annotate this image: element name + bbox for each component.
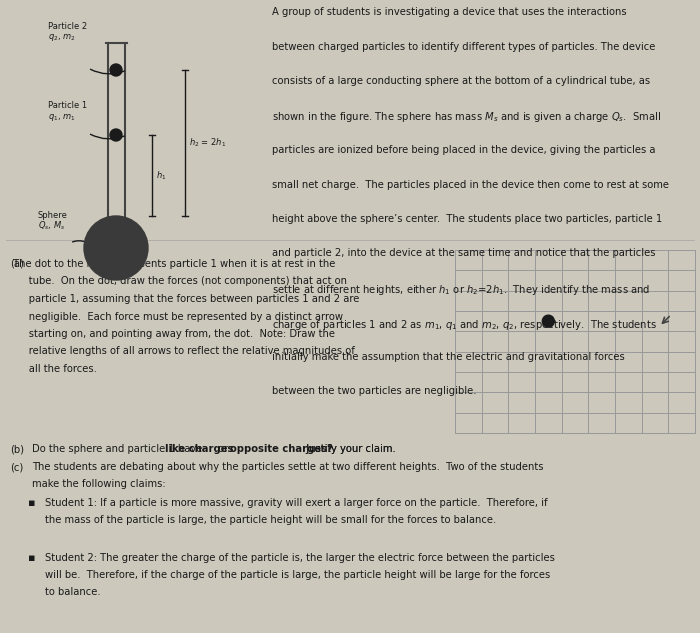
Text: Particle 2: Particle 2 bbox=[48, 22, 87, 31]
Circle shape bbox=[110, 64, 122, 76]
Text: Justify your claim.: Justify your claim. bbox=[300, 444, 396, 454]
Text: The students are debating about why the particles settle at two different height: The students are debating about why the … bbox=[32, 462, 543, 472]
Text: relative lengths of all arrows to reflect the relative magnitudes of: relative lengths of all arrows to reflec… bbox=[10, 346, 355, 356]
Text: Do the sphere and particle 1 have: Do the sphere and particle 1 have bbox=[32, 444, 206, 454]
Text: $q_1$, $m_1$: $q_1$, $m_1$ bbox=[48, 112, 76, 123]
Text: negligible.  Each force must be represented by a distinct arrow: negligible. Each force must be represent… bbox=[10, 311, 343, 322]
Text: the mass of the particle is large, the particle height will be small for the for: the mass of the particle is large, the p… bbox=[45, 515, 496, 525]
Text: (b): (b) bbox=[10, 444, 24, 454]
Text: settle at different heights, either $h_1$ or $h_2$=2$h_1$.  They identify the ma: settle at different heights, either $h_1… bbox=[272, 283, 650, 297]
Text: $Q_s$, $M_s$: $Q_s$, $M_s$ bbox=[38, 220, 65, 232]
Text: particle 1, assuming that the forces between particles 1 and 2 are: particle 1, assuming that the forces bet… bbox=[10, 294, 359, 304]
Text: will be.  Therefore, if the charge of the particle is large, the particle height: will be. Therefore, if the charge of the… bbox=[45, 570, 550, 580]
Text: ▪: ▪ bbox=[28, 553, 36, 563]
Text: Sphere: Sphere bbox=[38, 211, 68, 220]
Text: between charged particles to identify different types of particles. The device: between charged particles to identify di… bbox=[272, 42, 655, 51]
Text: make the following claims:: make the following claims: bbox=[32, 479, 166, 489]
Text: height above the sphere’s center.  The students place two particles, particle 1: height above the sphere’s center. The st… bbox=[272, 214, 662, 224]
Text: (c): (c) bbox=[10, 462, 23, 472]
Text: A group of students is investigating a device that uses the interactions: A group of students is investigating a d… bbox=[272, 7, 626, 17]
Text: like charges: like charges bbox=[165, 444, 234, 454]
Text: consists of a large conducting sphere at the bottom of a cylindrical tube, as: consists of a large conducting sphere at… bbox=[272, 76, 650, 86]
Text: Student 2: The greater the charge of the particle is, the larger the electric fo: Student 2: The greater the charge of the… bbox=[45, 553, 555, 563]
Text: charge of particles 1 and 2 as $m_1$, $q_1$ and $m_2$, $q_2$, respectively.  The: charge of particles 1 and 2 as $m_1$, $q… bbox=[272, 318, 657, 332]
Text: $h_1$: $h_1$ bbox=[156, 169, 167, 182]
Text: or: or bbox=[215, 444, 231, 454]
Text: and particle 2, into the device at the same time and notice that the particles: and particle 2, into the device at the s… bbox=[272, 249, 655, 258]
Text: small net charge.  The particles placed in the device then come to rest at some: small net charge. The particles placed i… bbox=[272, 180, 669, 189]
Text: tube.  On the dot, draw the forces (not components) that act on: tube. On the dot, draw the forces (not c… bbox=[10, 277, 347, 287]
Text: $h_2$ = 2$h_1$: $h_2$ = 2$h_1$ bbox=[189, 137, 226, 149]
Text: particles are ionized before being placed in the device, giving the particles a: particles are ionized before being place… bbox=[272, 145, 655, 155]
Text: shown in the figure. The sphere has mass $M_s$ and is given a charge $Q_s$.  Sma: shown in the figure. The sphere has mass… bbox=[272, 111, 662, 125]
Text: starting on, and pointing away from, the dot.  Note: Draw the: starting on, and pointing away from, the… bbox=[10, 329, 335, 339]
Text: to balance.: to balance. bbox=[45, 587, 101, 597]
Text: ▪: ▪ bbox=[28, 498, 36, 508]
Text: (a): (a) bbox=[10, 259, 24, 269]
Text: opposite charges?: opposite charges? bbox=[230, 444, 333, 454]
Circle shape bbox=[84, 216, 148, 280]
Circle shape bbox=[542, 315, 554, 327]
Text: The dot to the right represents particle 1 when it is at rest in the: The dot to the right represents particle… bbox=[10, 259, 335, 269]
Text: Student 1: If a particle is more massive, gravity will exert a larger force on t: Student 1: If a particle is more massive… bbox=[45, 498, 547, 508]
Text: between the two particles are negligible.: between the two particles are negligible… bbox=[272, 387, 477, 396]
Text: Particle 1: Particle 1 bbox=[48, 101, 87, 110]
Circle shape bbox=[110, 129, 122, 141]
Text: $q_2$, $m_2$: $q_2$, $m_2$ bbox=[48, 32, 76, 43]
Text: all the forces.: all the forces. bbox=[10, 364, 97, 374]
Text: Justify your claim.: Justify your claim. bbox=[300, 444, 396, 454]
Text: initially make the assumption that the electric and gravitational forces: initially make the assumption that the e… bbox=[272, 352, 624, 362]
